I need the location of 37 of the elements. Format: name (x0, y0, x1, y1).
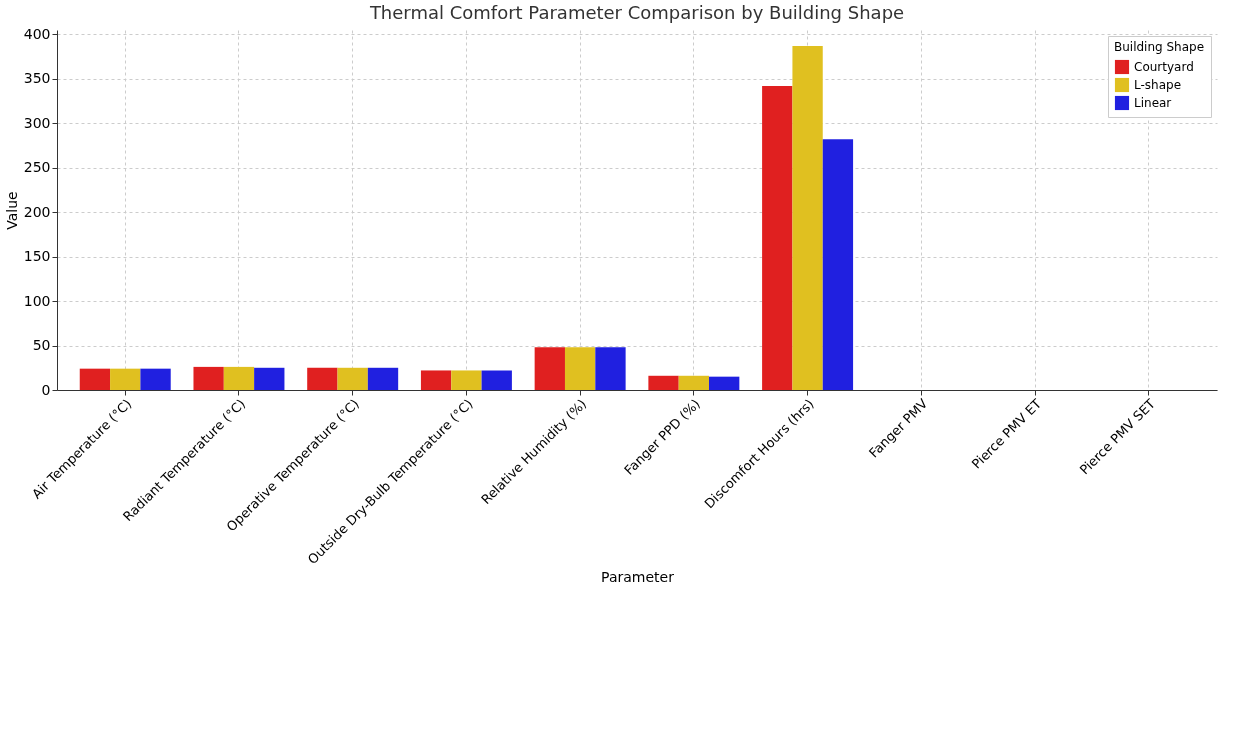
y-tick-label: 400 (23, 25, 51, 42)
y-tick-label: 200 (23, 203, 51, 220)
y-tick-label: 0 (41, 381, 51, 398)
bar (792, 46, 823, 390)
bar (193, 366, 224, 390)
bar (564, 347, 596, 390)
chart-title: Thermal Comfort Parameter Comparison by Building Shape (368, 2, 905, 24)
bar (110, 368, 141, 390)
legend-label: L-shape (1134, 78, 1182, 92)
bar (678, 375, 710, 390)
y-axis-title: Value (3, 191, 20, 230)
bar (367, 367, 399, 390)
bar (822, 139, 854, 390)
legend-label: Courtyard (1134, 60, 1194, 74)
bar (595, 347, 626, 390)
bar (762, 86, 793, 390)
y-tick-label: 250 (23, 159, 51, 176)
bar (709, 376, 740, 390)
bar (337, 367, 368, 390)
bar (223, 366, 255, 390)
bar (420, 370, 452, 390)
bar (254, 367, 285, 390)
legend-label: Linear (1134, 96, 1172, 110)
bar (307, 367, 338, 390)
legend-title: Building Shape (1114, 40, 1205, 54)
bar (451, 370, 482, 390)
y-tick-label: 350 (23, 70, 51, 87)
y-tick-label: 150 (23, 248, 51, 265)
y-tick-label: 100 (23, 292, 51, 309)
y-tick-label: 300 (23, 114, 51, 131)
bar (140, 368, 171, 390)
x-axis-title: Parameter (601, 569, 675, 586)
bar (481, 370, 512, 390)
bar (534, 347, 565, 390)
bar (648, 375, 679, 390)
bar (79, 368, 111, 390)
y-tick-label: 50 (32, 337, 51, 354)
